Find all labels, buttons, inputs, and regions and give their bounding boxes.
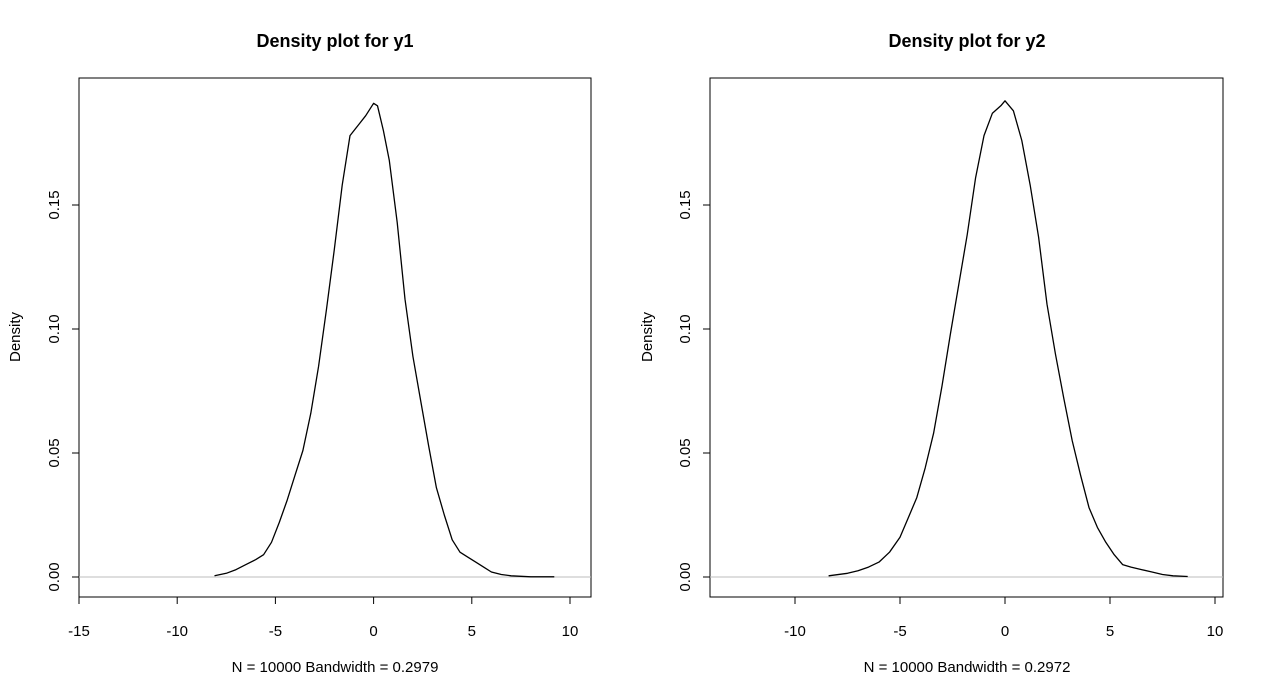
y-tick-label: 0.10 (677, 314, 694, 343)
x-axis-label: N = 10000 Bandwidth = 0.2972 (864, 659, 1071, 676)
y-tick-label: 0.05 (677, 438, 694, 467)
x-tick-label: 10 (1207, 623, 1224, 640)
x-tick-label: -10 (784, 623, 806, 640)
density-series (79, 102, 591, 578)
plot-title: Density plot for y2 (888, 31, 1045, 51)
density-series (710, 100, 1223, 578)
x-tick-label: -10 (166, 623, 188, 640)
x-tick-label: 5 (468, 623, 476, 640)
y-axis-label: Density (7, 311, 24, 362)
x-tick-label: -15 (68, 623, 90, 640)
x-axis-label: N = 10000 Bandwidth = 0.2979 (232, 659, 439, 676)
y-tick-label: 0.10 (46, 314, 63, 343)
x-tick-label: 5 (1106, 623, 1114, 640)
y-tick-label: 0.15 (46, 190, 63, 219)
x-tick-label: -5 (893, 623, 906, 640)
axis-ticks: -10 -5 0 5 10 0.00 0.05 0.10 0.15 (677, 190, 1223, 640)
x-tick-label: 10 (562, 623, 579, 640)
y-tick-label: 0.00 (677, 562, 694, 591)
density-curve (828, 100, 1188, 578)
density-curve (214, 102, 555, 578)
y-axis-label: Density (639, 311, 656, 362)
axis-ticks: -15 -10 -5 0 5 10 0.00 0.05 0.10 0.15 (46, 190, 578, 640)
y-tick-label: 0.00 (46, 562, 63, 591)
x-tick-label: -5 (269, 623, 282, 640)
y-tick-label: 0.15 (677, 190, 694, 219)
plot-title: Density plot for y1 (256, 31, 413, 51)
density-plot-y1: Density plot for y1 N = 10000 Bandwidth … (7, 31, 592, 676)
x-tick-label: 0 (1001, 623, 1009, 640)
density-plot-y2: Density plot for y2 N = 10000 Bandwidth … (639, 31, 1224, 676)
y-tick-label: 0.05 (46, 438, 63, 467)
x-tick-label: 0 (369, 623, 377, 640)
